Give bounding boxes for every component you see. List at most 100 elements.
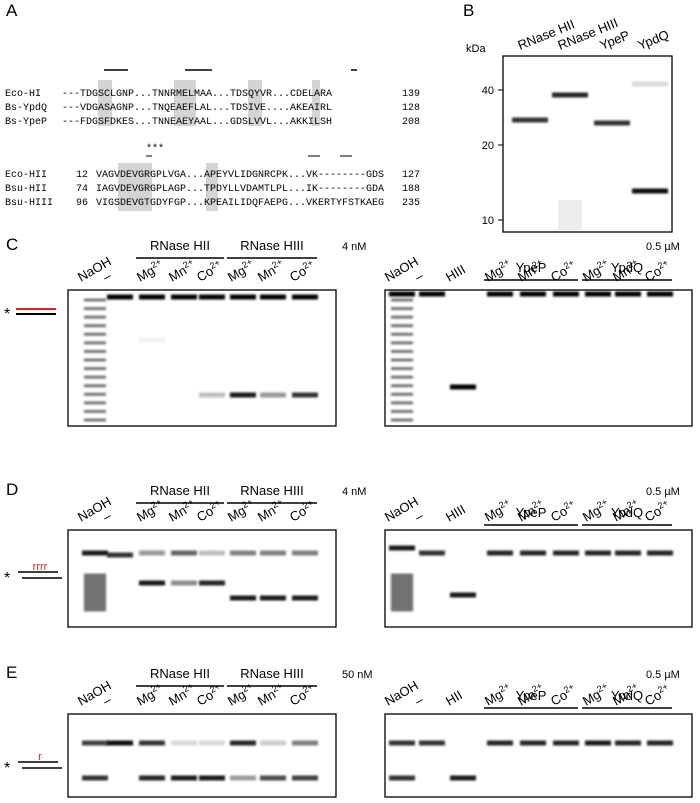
band — [553, 291, 579, 297]
ladder-band — [391, 418, 413, 422]
seq-name: Bsu-HIII — [5, 198, 53, 209]
lane-label: Co2+ — [642, 497, 673, 524]
band — [171, 775, 197, 781]
group-label: RNase HII — [150, 238, 210, 253]
substrate-marker: * — [4, 306, 10, 323]
concentration: 0.5 µM — [646, 241, 680, 253]
band — [585, 740, 611, 746]
lane-label: HII — [443, 687, 465, 708]
band — [389, 775, 415, 781]
band — [260, 294, 286, 300]
ion-charge: 2+ — [270, 497, 284, 511]
gel-frame — [384, 289, 693, 427]
ladder-band — [84, 349, 106, 353]
ladder-band — [84, 573, 106, 577]
ladder-band — [391, 606, 413, 609]
ion-charge: 2+ — [497, 257, 511, 271]
ladder-band — [391, 588, 413, 592]
band — [139, 740, 165, 746]
band — [260, 550, 286, 556]
seq-end: 235 — [402, 198, 420, 209]
ion-charge: 2+ — [625, 497, 639, 511]
ladder-band — [391, 332, 413, 336]
band — [520, 740, 546, 746]
lane-label: Co2+ — [194, 497, 225, 524]
group-label: RNase HII — [150, 666, 210, 681]
seq-name: Bs-YpeP — [5, 117, 47, 128]
band — [230, 392, 256, 398]
panel-label: E — [6, 663, 17, 682]
ion-charge: 2+ — [181, 497, 195, 511]
ion-charge: 2+ — [530, 257, 544, 271]
shading — [98, 80, 112, 126]
ladder-band — [84, 576, 106, 579]
band — [520, 550, 546, 556]
ladder-band — [391, 598, 413, 602]
ion-charge: 2+ — [270, 257, 284, 271]
substrate-marker: * — [4, 760, 10, 777]
ladder-band — [391, 307, 413, 311]
ladder-band — [84, 593, 106, 597]
band — [139, 580, 165, 586]
band — [585, 291, 611, 297]
ladder-band — [84, 581, 106, 584]
ladder-band — [391, 573, 413, 577]
ladder-band — [84, 608, 106, 612]
ladder-band — [84, 341, 106, 345]
band — [594, 120, 630, 126]
ion-charge: 2+ — [181, 681, 195, 695]
ribonucleotide: r — [38, 751, 42, 763]
group-label: RNase HIII — [240, 238, 304, 253]
band — [82, 550, 108, 556]
ion-charge: 2+ — [240, 497, 254, 511]
band — [230, 550, 256, 556]
ion-charge: 2+ — [656, 257, 670, 271]
ladder-band — [84, 603, 106, 607]
band — [230, 294, 256, 300]
ion-symbol: Co — [194, 503, 216, 524]
seq-end: 139 — [402, 89, 420, 100]
ion-charge: 2+ — [149, 257, 163, 271]
band — [450, 775, 476, 781]
sequence: ---FDGSFDKES...TNNEAEYAAL...GDSLVVL...AK… — [62, 117, 332, 128]
lane-label: Mg2+ — [134, 497, 167, 525]
sequence: IAGVDEVGRGPLAGP...TPDYLLVDAMTLPL...IK---… — [96, 184, 384, 195]
lane-label: Mn2+ — [166, 497, 199, 525]
ladder-band — [84, 384, 106, 388]
band — [292, 740, 318, 746]
band — [647, 291, 673, 297]
ion-symbol: Co — [642, 503, 664, 524]
concentration: 50 nM — [342, 669, 373, 681]
band — [260, 392, 286, 398]
band — [107, 552, 133, 558]
shading — [248, 80, 262, 126]
lane-label: Co2+ — [548, 257, 579, 284]
band — [389, 740, 415, 746]
concentration: 4 nM — [342, 241, 366, 253]
ladder-band — [391, 593, 413, 597]
band — [107, 740, 133, 746]
ion-symbol: Co — [642, 263, 664, 284]
group-label: YpeP — [516, 260, 547, 275]
ladder-band — [84, 324, 106, 328]
ion-symbol: Co — [548, 263, 570, 284]
band — [615, 550, 641, 556]
ion-symbol: Co — [642, 687, 664, 708]
band — [139, 294, 165, 300]
band — [292, 595, 318, 601]
band — [230, 595, 256, 601]
conserved-marker: *** — [146, 143, 164, 155]
ion-charge: 2+ — [208, 257, 222, 271]
ladder-band — [391, 578, 413, 582]
seq-name: Bs-YpdQ — [5, 102, 47, 114]
group-label: RNase HIII — [240, 483, 304, 498]
lane-label: Co2+ — [642, 257, 673, 284]
seq-start: 96 — [76, 198, 88, 209]
seq-end: 188 — [402, 184, 420, 195]
ion-charge: 2+ — [595, 257, 609, 271]
unit-label: kDa — [466, 43, 486, 55]
ion-charge: 2+ — [149, 497, 163, 511]
ribonucleotide: rrrr — [33, 561, 48, 573]
seq-name: Eco-HII — [5, 170, 47, 181]
seq-name: Bsu-HII — [5, 184, 47, 195]
